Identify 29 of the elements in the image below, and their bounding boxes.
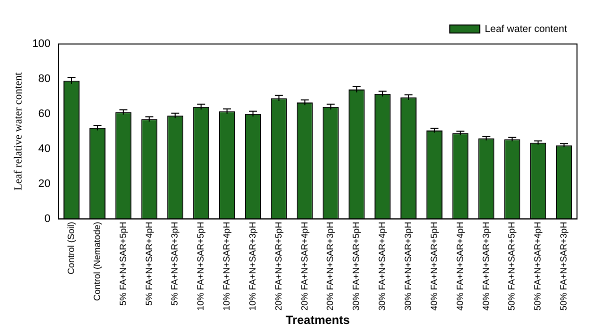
y-tick-label: 100 — [32, 38, 51, 50]
x-tick-label: 5% FA+N+SAR+5pH — [118, 222, 128, 306]
legend-label: Leaf water content — [484, 24, 568, 35]
x-tick-label: 10% FA+N+SAR+4pH — [222, 222, 232, 311]
x-axis-title: Treatments — [286, 313, 350, 328]
x-tick-label: 40% FA+N+SAR+4pH — [454, 222, 465, 311]
y-tick-label: 40 — [38, 142, 51, 155]
y-axis-title: Leaf relative water content — [12, 72, 24, 190]
x-tick-label: 50% FA+N+SAR+4pH — [532, 222, 543, 311]
x-tick-label: 50% FA+N+SAR+3pH — [558, 222, 569, 311]
x-tick-label: 5% FA+N+SAR+4pH — [144, 222, 154, 306]
y-tick-label: 0 — [44, 212, 51, 225]
x-tick-label: Control (Soil) — [66, 222, 76, 274]
x-tick-label: 40% FA+N+SAR+3pH — [480, 222, 491, 311]
x-tick-label: 20% FA+N+SAR+5pH — [273, 222, 284, 311]
y-tick-label: 60 — [38, 108, 51, 120]
x-tick-label: 10% FA+N+SAR+5pH — [196, 222, 206, 311]
x-tick-label: 30% FA+N+SAR+3pH — [402, 222, 413, 311]
y-tick-label: 80 — [38, 72, 51, 85]
x-tick-label: 30% FA+N+SAR+5pH — [351, 222, 362, 311]
x-tick-label: 40% FA+N+SAR+5pH — [428, 222, 439, 311]
x-tick-label: 20% FA+N+SAR+4pH — [299, 222, 310, 311]
x-tick-label: 10% FA+N+SAR+3pH — [247, 222, 258, 311]
x-tick-label: 5% FA+N+SAR+3pH — [170, 222, 180, 306]
x-tick-label: 20% FA+N+SAR+3pH — [325, 222, 336, 311]
x-tick-label: Control (Nematode) — [92, 222, 102, 301]
y-tick-label: 20 — [38, 178, 51, 190]
x-tick-label: 50% FA+N+SAR+5pH — [506, 222, 517, 311]
x-tick-label: 30% FA+N+SAR+4pH — [377, 222, 388, 311]
